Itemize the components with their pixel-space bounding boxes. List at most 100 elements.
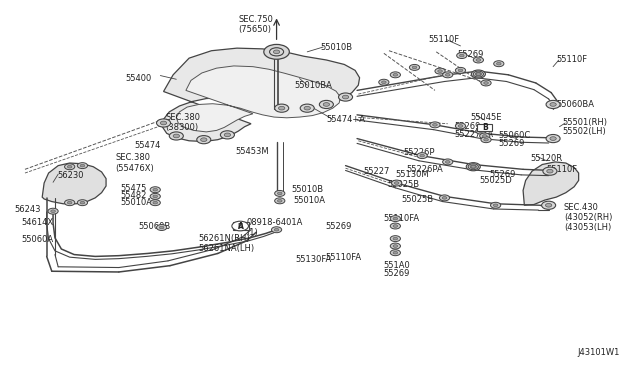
Circle shape — [390, 216, 401, 222]
Circle shape — [379, 79, 389, 85]
Circle shape — [77, 200, 88, 206]
Text: 55010B: 55010B — [320, 42, 352, 51]
Circle shape — [393, 251, 397, 254]
Circle shape — [445, 74, 450, 76]
Circle shape — [220, 131, 234, 139]
Text: 55025D: 55025D — [479, 176, 513, 185]
Circle shape — [393, 217, 397, 220]
Circle shape — [278, 199, 282, 202]
Text: 55269: 55269 — [384, 269, 410, 278]
Circle shape — [484, 81, 488, 84]
Text: 55474+A: 55474+A — [326, 115, 365, 124]
Text: 55269: 55269 — [499, 139, 525, 148]
Circle shape — [470, 165, 476, 169]
Circle shape — [200, 138, 207, 141]
Circle shape — [393, 225, 397, 227]
Text: 55025B: 55025B — [387, 180, 419, 189]
Circle shape — [467, 163, 480, 171]
Circle shape — [497, 62, 501, 65]
Circle shape — [481, 80, 491, 86]
Circle shape — [390, 223, 401, 229]
Circle shape — [159, 226, 164, 229]
Circle shape — [271, 227, 282, 233]
Text: 55502(LH): 55502(LH) — [563, 126, 607, 136]
Text: 55110F: 55110F — [547, 165, 578, 174]
Circle shape — [80, 201, 84, 204]
Circle shape — [393, 237, 397, 240]
Text: 55060B: 55060B — [138, 221, 170, 231]
Circle shape — [278, 106, 285, 110]
Circle shape — [278, 192, 282, 195]
Circle shape — [339, 93, 353, 101]
Circle shape — [300, 104, 314, 112]
Circle shape — [438, 70, 442, 73]
Circle shape — [153, 201, 157, 204]
Circle shape — [161, 121, 166, 125]
Text: 56230: 56230 — [57, 171, 83, 180]
Text: B: B — [482, 123, 488, 132]
Circle shape — [153, 195, 157, 198]
Text: SEC.380
(55476X): SEC.380 (55476X) — [116, 153, 154, 173]
Circle shape — [392, 180, 402, 186]
Circle shape — [433, 124, 437, 126]
FancyBboxPatch shape — [477, 124, 492, 131]
Text: 55501(RH): 55501(RH) — [563, 119, 607, 128]
Text: 55269: 55269 — [454, 122, 481, 131]
Text: 55227: 55227 — [364, 167, 390, 176]
Text: 56261N(RH)
56261NA(LH): 56261N(RH) 56261NA(LH) — [198, 234, 255, 253]
Circle shape — [390, 243, 401, 249]
Circle shape — [275, 198, 285, 204]
Circle shape — [417, 153, 428, 158]
Circle shape — [420, 154, 424, 157]
Circle shape — [390, 250, 401, 256]
Circle shape — [476, 73, 481, 76]
Text: 55025B: 55025B — [402, 195, 434, 204]
Circle shape — [319, 100, 333, 109]
Circle shape — [546, 100, 560, 109]
Text: 55110FA: 55110FA — [384, 214, 420, 223]
Text: N: N — [237, 223, 243, 229]
Circle shape — [390, 72, 401, 78]
Text: 55010B: 55010B — [291, 185, 323, 194]
Text: SEC.430
(43052(RH)
(43053(LH): SEC.430 (43052(RH) (43053(LH) — [564, 203, 612, 232]
Circle shape — [150, 187, 161, 193]
FancyBboxPatch shape — [232, 222, 249, 231]
Text: 56243: 56243 — [15, 205, 41, 214]
Text: 08918-6401A
(1): 08918-6401A (1) — [246, 218, 303, 237]
Text: 55010AA: 55010AA — [121, 198, 159, 207]
Text: 55060A: 55060A — [22, 235, 54, 244]
Circle shape — [468, 164, 478, 170]
Circle shape — [550, 137, 556, 140]
Circle shape — [550, 103, 556, 106]
Circle shape — [393, 74, 397, 76]
Circle shape — [153, 188, 157, 191]
Text: 54614X: 54614X — [22, 218, 54, 227]
Circle shape — [410, 64, 420, 70]
Circle shape — [445, 161, 450, 163]
Circle shape — [67, 201, 72, 204]
Circle shape — [157, 119, 171, 127]
Circle shape — [458, 69, 463, 72]
Circle shape — [65, 164, 75, 170]
Circle shape — [435, 68, 445, 74]
Text: 55269: 55269 — [325, 222, 351, 231]
Circle shape — [493, 204, 498, 206]
Text: SEC.750
(75650): SEC.750 (75650) — [239, 15, 273, 35]
Text: 55060BA: 55060BA — [556, 100, 595, 109]
Polygon shape — [42, 163, 106, 204]
Circle shape — [481, 137, 491, 142]
Circle shape — [543, 167, 557, 175]
Circle shape — [394, 182, 399, 185]
Circle shape — [430, 122, 440, 128]
Text: 55130M: 55130M — [396, 170, 429, 179]
Circle shape — [67, 166, 72, 168]
Text: 55269: 55269 — [458, 50, 484, 59]
Text: 55226PA: 55226PA — [406, 165, 443, 174]
Text: A: A — [238, 222, 244, 231]
Text: 55482: 55482 — [121, 191, 147, 200]
Circle shape — [483, 135, 487, 137]
Circle shape — [473, 57, 483, 63]
Text: 55010BA: 55010BA — [294, 81, 332, 90]
Circle shape — [381, 81, 386, 84]
Text: 55110F: 55110F — [556, 55, 588, 64]
